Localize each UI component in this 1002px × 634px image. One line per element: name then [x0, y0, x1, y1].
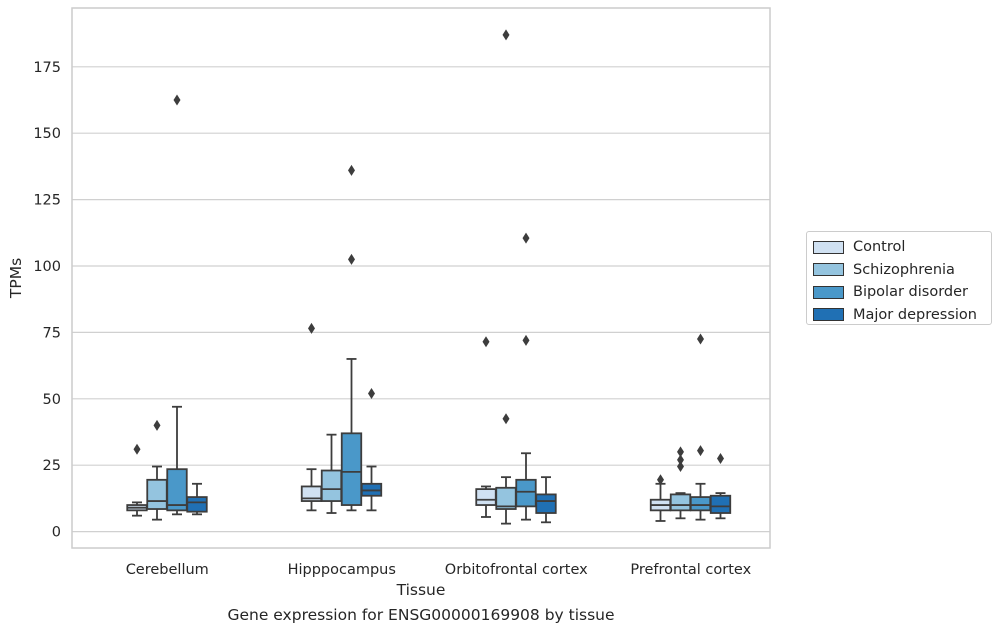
grid-lines [72, 66, 770, 533]
box-body [146, 478, 168, 510]
box-plot-area [126, 29, 732, 525]
legend-item: Schizophrenia [813, 259, 985, 282]
plot-frame [71, 7, 771, 549]
outlier-point [368, 387, 375, 399]
legend-item: Major depression [813, 304, 985, 327]
box-schizophrenia [320, 433, 343, 514]
legend-swatch [813, 240, 844, 254]
outlier-point [348, 253, 355, 265]
box-bipolar-disorder [515, 232, 537, 521]
box-body [709, 494, 732, 514]
box-body [475, 488, 497, 506]
box-major-depression [360, 387, 383, 512]
outlier-point [677, 461, 684, 473]
outlier-point [657, 474, 664, 486]
x-tick-label: Hipppocampus [288, 562, 396, 578]
box-body [669, 493, 692, 512]
box-control [300, 322, 323, 512]
legend-label: Control [853, 239, 906, 256]
outlier-point [697, 445, 704, 457]
outlier-point [482, 336, 490, 348]
y-axis-ticks: 0 25 50 75 100 125 150 175 [33, 60, 61, 541]
x-axis-title: Tissue [396, 581, 446, 599]
y-axis-title: TPMs [7, 258, 25, 299]
box-control [475, 336, 497, 518]
box-schizophrenia [146, 419, 168, 521]
outlier-point [308, 322, 315, 334]
box-bipolar-disorder [689, 333, 712, 521]
legend-swatch [813, 263, 844, 277]
legend-swatch [813, 285, 844, 299]
outlier-point [133, 443, 141, 455]
box-body [186, 496, 208, 513]
box-major-depression [535, 476, 557, 524]
legend-item: Bipolar disorder [813, 281, 985, 304]
chart-caption: Gene expression for ENSG00000169908 by t… [227, 606, 615, 624]
box-body [515, 478, 537, 508]
legend-item: Control [813, 236, 985, 259]
outlier-point [348, 164, 355, 176]
outlier-point [502, 413, 510, 425]
box-major-depression [709, 453, 732, 520]
box-body [166, 468, 188, 512]
x-axis-ticks: Cerebellum Hipppocampus Orbitofrontal cort… [126, 562, 752, 578]
outlier-point [677, 446, 684, 458]
y-tick-label: 75 [43, 325, 61, 341]
box-body [689, 496, 712, 512]
legend-label: Bipolar disorder [853, 284, 968, 301]
x-tick-label: Prefrontal cortex [630, 562, 751, 578]
box-body [535, 493, 557, 514]
outlier-point [153, 419, 161, 431]
box-schizophrenia [669, 446, 692, 520]
y-tick-label: 0 [52, 525, 61, 541]
outlier-point [173, 94, 181, 106]
y-tick-label: 25 [43, 458, 61, 474]
box-bipolar-disorder [340, 164, 363, 512]
box-control [649, 474, 672, 522]
y-tick-label: 50 [43, 392, 61, 408]
box-schizophrenia [495, 29, 517, 525]
legend-label: Major depression [853, 306, 977, 323]
outlier-point [697, 333, 704, 345]
outlier-point [522, 232, 530, 244]
outlier-point [502, 29, 510, 41]
box-major-depression [186, 482, 208, 516]
outlier-point [677, 454, 684, 466]
x-tick-label: Cerebellum [126, 562, 209, 578]
y-tick-label: 150 [33, 126, 61, 142]
y-tick-label: 125 [33, 193, 61, 209]
outlier-point [522, 334, 530, 346]
y-tick-label: 100 [33, 259, 61, 275]
box-body [320, 469, 343, 502]
box-body [340, 432, 363, 506]
x-tick-label: Orbitofrontal cortex [445, 562, 588, 578]
box-control [126, 443, 148, 517]
legend: Control Schizophrenia Bipolar disorder Majo… [806, 231, 992, 325]
legend-swatch [813, 308, 844, 322]
legend-label: Schizophrenia [853, 261, 955, 278]
y-tick-label: 175 [33, 60, 61, 76]
outlier-point [717, 453, 724, 465]
box-bipolar-disorder [166, 94, 188, 516]
